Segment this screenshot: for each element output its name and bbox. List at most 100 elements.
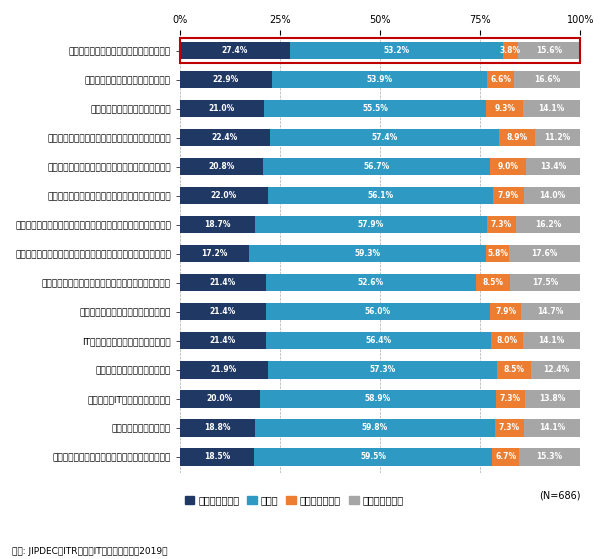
Bar	[502, 42, 518, 59]
Bar	[180, 187, 268, 205]
Text: 18.7%: 18.7%	[204, 220, 231, 229]
Bar	[180, 71, 272, 88]
Text: 8.9%: 8.9%	[507, 133, 528, 142]
Bar	[492, 448, 519, 466]
Text: 57.3%: 57.3%	[369, 365, 395, 375]
Bar	[535, 129, 580, 146]
Bar	[525, 390, 580, 408]
Bar	[248, 245, 486, 263]
Bar	[180, 274, 266, 291]
Text: 17.5%: 17.5%	[532, 278, 558, 287]
Text: 53.2%: 53.2%	[383, 46, 409, 55]
Text: 5.8%: 5.8%	[487, 249, 509, 258]
Bar	[521, 303, 580, 320]
Bar	[487, 216, 516, 234]
Text: 22.4%: 22.4%	[211, 133, 238, 142]
Bar	[523, 332, 580, 349]
Text: 7.3%: 7.3%	[500, 394, 521, 403]
Bar	[266, 303, 490, 320]
Text: 3.8%: 3.8%	[499, 46, 521, 55]
Bar	[180, 100, 264, 117]
Bar	[516, 216, 580, 234]
Bar	[486, 245, 509, 263]
Text: 14.1%: 14.1%	[538, 337, 565, 345]
Bar	[180, 158, 263, 176]
Bar	[180, 332, 266, 349]
Text: 21.9%: 21.9%	[211, 365, 237, 375]
Text: 7.9%: 7.9%	[498, 191, 519, 200]
Bar	[268, 187, 493, 205]
Text: 22.9%: 22.9%	[213, 75, 239, 84]
Bar	[509, 245, 580, 263]
Legend: 増加する見込み, 横ばい, 減少する見込み, 計画していない: 増加する見込み, 横ばい, 減少する見込み, 計画していない	[185, 495, 404, 505]
Text: 7.9%: 7.9%	[495, 307, 516, 316]
Text: (N=686): (N=686)	[539, 490, 580, 500]
Bar	[290, 42, 502, 59]
Text: 21.4%: 21.4%	[209, 337, 236, 345]
Bar	[270, 129, 499, 146]
Bar	[526, 158, 580, 176]
Text: 59.3%: 59.3%	[354, 249, 381, 258]
Bar	[266, 332, 491, 349]
Bar	[180, 129, 270, 146]
Bar	[180, 245, 248, 263]
Text: 58.9%: 58.9%	[365, 394, 391, 403]
Text: 12.4%: 12.4%	[543, 365, 569, 375]
Text: 14.1%: 14.1%	[539, 423, 565, 432]
Bar	[495, 419, 524, 437]
Text: 21.4%: 21.4%	[209, 278, 236, 287]
Text: 13.4%: 13.4%	[540, 162, 566, 171]
Bar	[267, 361, 497, 378]
Bar	[255, 419, 495, 437]
Bar	[514, 71, 580, 88]
Bar	[272, 71, 487, 88]
Bar	[266, 274, 476, 291]
Text: 14.1%: 14.1%	[538, 104, 565, 113]
Text: 7.3%: 7.3%	[499, 423, 519, 432]
Bar	[531, 361, 580, 378]
Bar	[255, 216, 487, 234]
Bar	[264, 100, 486, 117]
Text: 55.5%: 55.5%	[362, 104, 388, 113]
Bar	[510, 274, 580, 291]
Bar	[487, 71, 514, 88]
Text: 7.3%: 7.3%	[491, 220, 512, 229]
Text: 18.5%: 18.5%	[204, 452, 230, 461]
Text: 15.6%: 15.6%	[536, 46, 562, 55]
Bar	[524, 187, 580, 205]
Bar	[263, 158, 490, 176]
Text: 59.5%: 59.5%	[360, 452, 386, 461]
Bar	[490, 303, 521, 320]
Text: 14.7%: 14.7%	[538, 307, 564, 316]
Bar	[523, 100, 580, 117]
Text: 15.3%: 15.3%	[537, 452, 563, 461]
Text: 20.8%: 20.8%	[208, 162, 234, 171]
Text: 56.7%: 56.7%	[364, 162, 390, 171]
Text: 56.0%: 56.0%	[365, 307, 391, 316]
Text: 20.0%: 20.0%	[207, 394, 233, 403]
Text: 9.3%: 9.3%	[495, 104, 515, 113]
Text: 14.0%: 14.0%	[539, 191, 565, 200]
Text: 22.0%: 22.0%	[211, 191, 237, 200]
Bar	[254, 448, 492, 466]
Bar	[180, 390, 260, 408]
Bar	[260, 390, 496, 408]
Bar	[180, 419, 255, 437]
Text: 56.1%: 56.1%	[367, 191, 393, 200]
Text: 59.8%: 59.8%	[362, 423, 388, 432]
Text: 18.8%: 18.8%	[204, 423, 231, 432]
Bar	[491, 332, 523, 349]
Bar	[499, 129, 535, 146]
Bar	[476, 274, 510, 291]
Text: 57.9%: 57.9%	[357, 220, 384, 229]
Text: 52.6%: 52.6%	[358, 278, 384, 287]
Bar	[518, 42, 580, 59]
Text: 9.0%: 9.0%	[498, 162, 519, 171]
Bar	[486, 100, 523, 117]
Text: 6.7%: 6.7%	[495, 452, 516, 461]
Text: 21.4%: 21.4%	[209, 307, 236, 316]
Text: 27.4%: 27.4%	[222, 46, 248, 55]
Text: 17.2%: 17.2%	[201, 249, 228, 258]
Text: 57.4%: 57.4%	[371, 133, 398, 142]
Text: 56.4%: 56.4%	[365, 337, 392, 345]
